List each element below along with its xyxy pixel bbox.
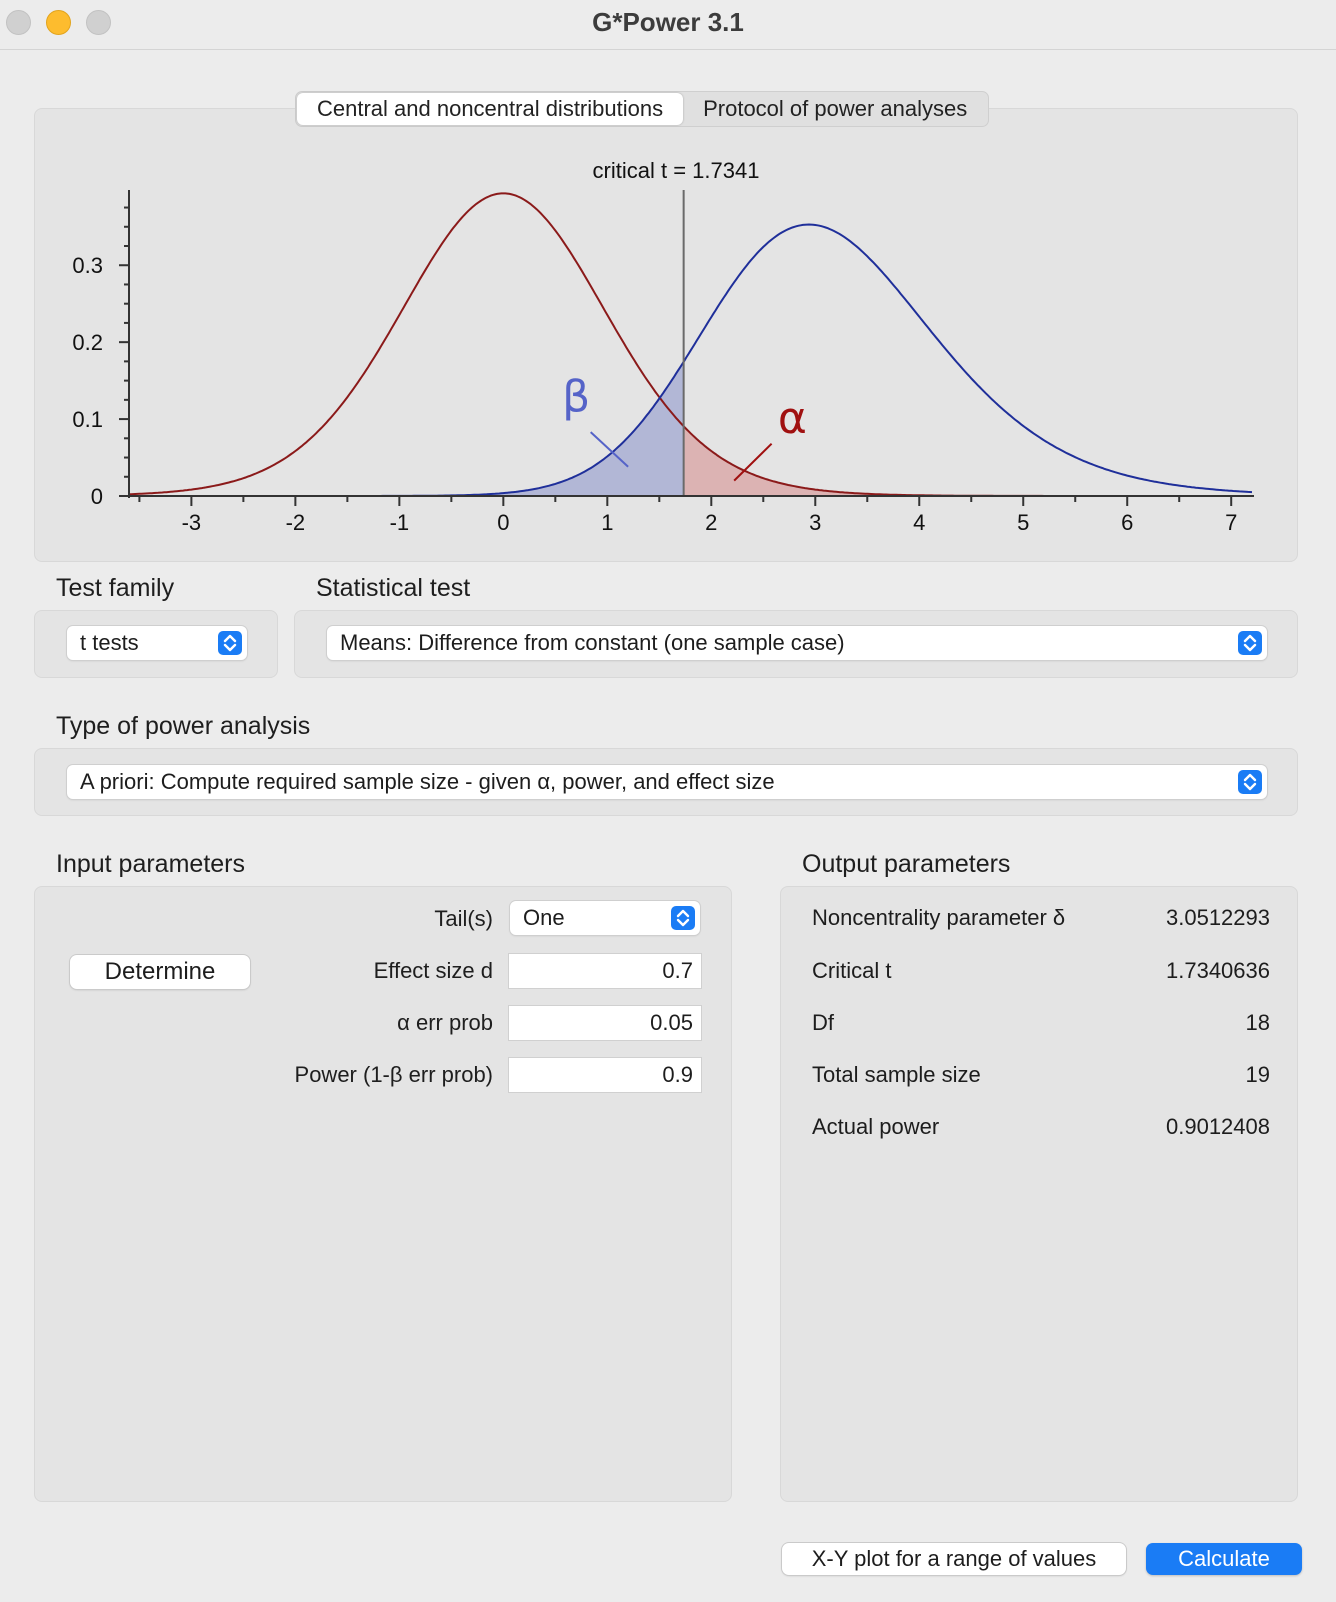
determine-button[interactable]: Determine (70, 955, 250, 989)
effect-size-input[interactable]: 0.7 (509, 954, 701, 988)
tab-distributions[interactable]: Central and noncentral distributions (297, 93, 684, 125)
x-tick-label: -3 (182, 510, 202, 535)
df-value: 18 (1245, 1010, 1270, 1035)
calculate-button[interactable]: Calculate (1146, 1543, 1302, 1575)
zoom-window-button[interactable] (86, 10, 111, 35)
statistical-test-label: Statistical test (316, 574, 471, 602)
beta-pointer (589, 431, 629, 468)
x-tick-label: 4 (913, 510, 925, 535)
window-title: G*Power 3.1 (592, 7, 744, 37)
close-window-button[interactable] (6, 10, 31, 35)
xy-plot-button[interactable]: X-Y plot for a range of values (782, 1543, 1126, 1575)
power-analysis-select[interactable]: A priori: Compute required sample size -… (67, 765, 1267, 799)
y-tick-label: 0.1 (72, 407, 103, 432)
effect-size-label: Effect size d (373, 958, 493, 983)
alpha-label: α (778, 393, 807, 444)
alpha-label: α err prob (397, 1010, 493, 1035)
beta-label: β (562, 371, 590, 422)
output-row-critical-t: Critical t 1.7340636 (812, 954, 1270, 988)
y-tick-label: 0.3 (72, 253, 103, 278)
output-row-noncentrality: Noncentrality parameter δ 3.0512293 (812, 901, 1270, 935)
x-tick-label: -1 (390, 510, 410, 535)
statistical-test-select[interactable]: Means: Difference from constant (one sam… (327, 626, 1267, 660)
x-tick-label: 6 (1121, 510, 1133, 535)
tab-protocol[interactable]: Protocol of power analyses (703, 96, 968, 121)
updown-chevron-icon (671, 906, 695, 930)
test-family-select[interactable]: t tests (67, 626, 247, 660)
critical-t-value: 1.7340636 (1166, 958, 1270, 983)
output-row-df: Df 18 (812, 1006, 1270, 1040)
beta-area (129, 361, 684, 496)
actual-power-value: 0.9012408 (1166, 1114, 1270, 1139)
statistical-test-value: Means: Difference from constant (one sam… (340, 630, 845, 655)
test-family-value: t tests (80, 630, 139, 655)
tails-label: Tail(s) (434, 906, 493, 931)
updown-chevron-icon (1238, 770, 1262, 794)
tab-bar: Central and noncentral distributions Pro… (295, 91, 990, 127)
power-analysis-label: Type of power analysis (56, 712, 311, 740)
x-tick-label: 1 (601, 510, 613, 535)
output-parameters-panel (780, 886, 1298, 1502)
output-row-actual-power: Actual power 0.9012408 (812, 1110, 1270, 1144)
test-family-label: Test family (56, 574, 175, 602)
alpha-input[interactable]: 0.05 (509, 1006, 701, 1040)
distribution-chart: critical t = 1.7341 -3 -2 -1 0 1 2 3 4 5 6 7 0 0.1 0.… (72, 158, 1254, 535)
power-input[interactable]: 0.9 (509, 1058, 701, 1092)
input-parameters-title: Input parameters (56, 850, 245, 878)
title-bar: G*Power 3.1 (0, 0, 1336, 50)
updown-chevron-icon (1238, 631, 1262, 655)
updown-chevron-icon (218, 631, 242, 655)
y-tick-label: 0 (91, 484, 103, 509)
critical-t-label: Critical t (812, 958, 892, 983)
alpha-area (683, 426, 1252, 496)
df-label: Df (812, 1010, 834, 1035)
y-tick-label: 0.2 (72, 330, 103, 355)
power-label: Power (1-β err prob) (294, 1062, 493, 1087)
output-row-total-sample-size: Total sample size 19 (812, 1058, 1270, 1092)
chart-title: critical t = 1.7341 (593, 158, 760, 183)
x-tick-label: 7 (1225, 510, 1237, 535)
total-sample-size-value: 19 (1245, 1062, 1270, 1087)
x-tick-label: 5 (1017, 510, 1029, 535)
noncentrality-value: 3.0512293 (1166, 905, 1270, 930)
power-analysis-value: A priori: Compute required sample size -… (80, 769, 775, 794)
tails-value: One (523, 905, 565, 930)
actual-power-label: Actual power (812, 1114, 940, 1139)
alpha-pointer (733, 442, 773, 482)
x-tick-label: 0 (497, 510, 509, 535)
noncentrality-label: Noncentrality parameter δ (812, 905, 1066, 930)
x-tick-label: 3 (809, 510, 821, 535)
x-tick-label: 2 (705, 510, 717, 535)
output-parameters-title: Output parameters (802, 850, 1011, 878)
total-sample-size-label: Total sample size (812, 1062, 981, 1087)
x-tick-label: -2 (286, 510, 306, 535)
tails-select[interactable]: One (510, 901, 700, 935)
minimize-window-button[interactable] (46, 10, 71, 35)
